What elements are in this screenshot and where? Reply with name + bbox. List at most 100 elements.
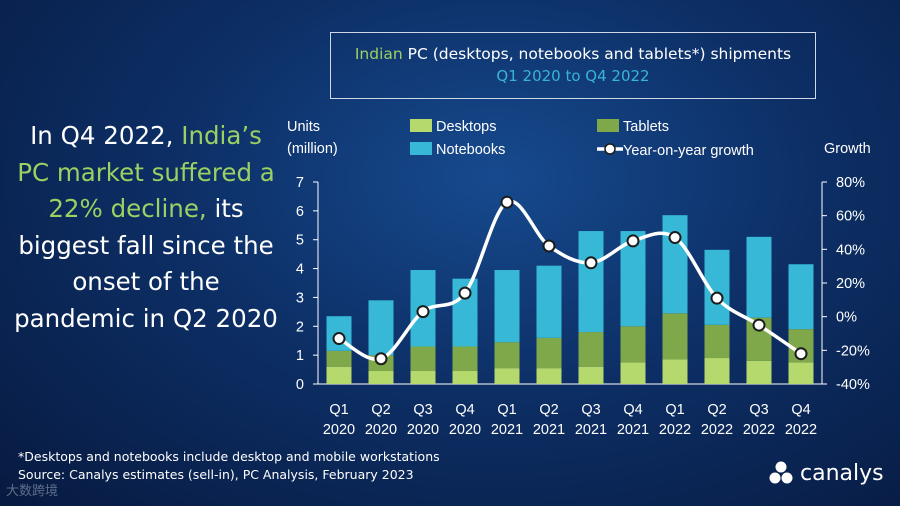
y-right-tick-label: 80%	[836, 175, 865, 191]
bar-tablets	[662, 313, 688, 360]
legend-label: Tablets	[623, 119, 669, 135]
bar-notebooks	[536, 265, 562, 338]
y-right-tick-label: 40%	[836, 242, 865, 258]
bar-notebooks	[578, 231, 604, 333]
title-highlight: Indian	[354, 45, 403, 63]
bar-tablets	[620, 326, 646, 363]
x-tick-label-year: 2022	[659, 422, 691, 438]
bar-notebooks	[368, 300, 394, 356]
headline-text: In Q4 2022, India’s PC market suffered a…	[12, 118, 280, 337]
bar-desktops	[746, 360, 772, 384]
canalys-logo-icon	[769, 461, 793, 484]
x-tick-label-year: 2020	[323, 422, 355, 438]
bar-notebooks	[662, 215, 688, 314]
title-rest: PC (desktops, notebooks and tablets*) sh…	[402, 45, 792, 63]
legend-swatch	[410, 142, 432, 155]
y-right-tick-label: 0%	[836, 310, 857, 326]
bar-desktops	[620, 362, 646, 384]
footnote-source: Source: Canalys estimates (sell-in), PC …	[18, 467, 414, 482]
x-tick-label-year: 2021	[533, 422, 565, 438]
legend-swatch	[597, 119, 619, 132]
y-left-tick-label: 1	[296, 348, 304, 364]
bar-desktops	[704, 358, 730, 384]
footnote: *Desktops and notebooks include desktop …	[18, 448, 440, 484]
x-tick-label-year: 2021	[617, 422, 649, 438]
x-tick-label-year: 2020	[407, 422, 439, 438]
x-tick-label-quarter: Q2	[371, 402, 390, 418]
headline-part3: its biggest fall since the onset of the …	[14, 194, 278, 333]
x-tick-label-quarter: Q3	[749, 402, 768, 418]
x-tick-label-year: 2022	[701, 422, 733, 438]
growth-line	[338, 199, 802, 362]
x-tick-label-year: 2020	[365, 422, 397, 438]
bar-tablets	[326, 350, 352, 367]
bar-tablets	[452, 346, 478, 372]
growth-point	[584, 256, 598, 270]
bar-tablets	[494, 342, 520, 369]
bar-notebooks	[788, 264, 814, 330]
bar-desktops	[494, 368, 520, 384]
chart-title-box: Indian PC (desktops, notebooks and table…	[330, 32, 816, 99]
bar-tablets	[536, 337, 562, 369]
growth-point	[458, 286, 472, 300]
y-right-tick-label: -40%	[836, 377, 870, 393]
bar-tablets	[578, 332, 604, 367]
bar-desktops	[452, 371, 478, 384]
bar-tablets	[410, 346, 436, 372]
y-right-tick-label: -20%	[836, 343, 870, 359]
bar-desktops	[326, 366, 352, 384]
growth-point	[668, 231, 682, 245]
x-tick-label-quarter: Q3	[413, 402, 432, 418]
headline-highlight: India’s PC market suffered a 22% decline…	[17, 121, 275, 223]
x-tick-label-quarter: Q1	[329, 402, 348, 418]
bar-tablets	[704, 324, 730, 359]
footnote-line1: *Desktops and notebooks include desktop …	[18, 449, 440, 464]
y-left-tick-label: 2	[296, 319, 304, 335]
y-left-tick-label: 7	[296, 175, 304, 191]
canalys-logo-text: canalys	[800, 460, 884, 486]
x-tick-label-quarter: Q3	[581, 402, 600, 418]
legend-label: Year-on-year growth	[623, 143, 754, 159]
y-left-tick-label: 0	[296, 377, 304, 393]
x-tick-label-quarter: Q1	[665, 402, 684, 418]
growth-point	[416, 305, 430, 319]
legend-label: Notebooks	[436, 142, 505, 158]
y-left-tick-label: 4	[296, 262, 304, 278]
x-tick-label-quarter: Q4	[791, 402, 810, 418]
y-left-axis-title-million: (million)	[287, 141, 338, 157]
chart-subtitle: Q1 2020 to Q4 2022	[496, 67, 650, 85]
x-tick-label-year: 2021	[491, 422, 523, 438]
growth-point	[500, 195, 514, 209]
x-tick-label-quarter: Q4	[455, 402, 474, 418]
growth-point	[794, 347, 808, 361]
canalys-logo: canalys	[768, 458, 884, 488]
growth-point	[752, 318, 766, 332]
growth-point	[626, 234, 640, 248]
watermark: 大数跨境	[6, 484, 59, 499]
legend-label: Desktops	[436, 119, 496, 135]
legend-swatch	[410, 119, 432, 132]
bar-desktops	[788, 362, 814, 384]
bar-desktops	[536, 368, 562, 384]
growth-point	[374, 352, 388, 366]
x-tick-label-year: 2020	[449, 422, 481, 438]
bar-desktops	[662, 359, 688, 384]
y-left-tick-label: 3	[296, 290, 304, 306]
bar-notebooks	[494, 270, 520, 343]
y-right-tick-label: 20%	[836, 276, 865, 292]
bar-desktops	[410, 371, 436, 384]
growth-point	[542, 239, 556, 253]
growth-point	[710, 291, 724, 305]
x-tick-label-quarter: Q4	[623, 402, 642, 418]
bar-notebooks	[746, 236, 772, 318]
bar-desktops	[368, 371, 394, 384]
headline-part1: In Q4 2022,	[30, 121, 182, 150]
bar-desktops	[578, 366, 604, 384]
y-left-axis-title-units: Units	[287, 119, 320, 135]
y-right-axis-title: Growth	[824, 141, 871, 157]
x-tick-label-quarter: Q1	[497, 402, 516, 418]
x-tick-label-quarter: Q2	[539, 402, 558, 418]
y-left-tick-label: 6	[296, 204, 304, 220]
x-tick-label-quarter: Q2	[707, 402, 726, 418]
